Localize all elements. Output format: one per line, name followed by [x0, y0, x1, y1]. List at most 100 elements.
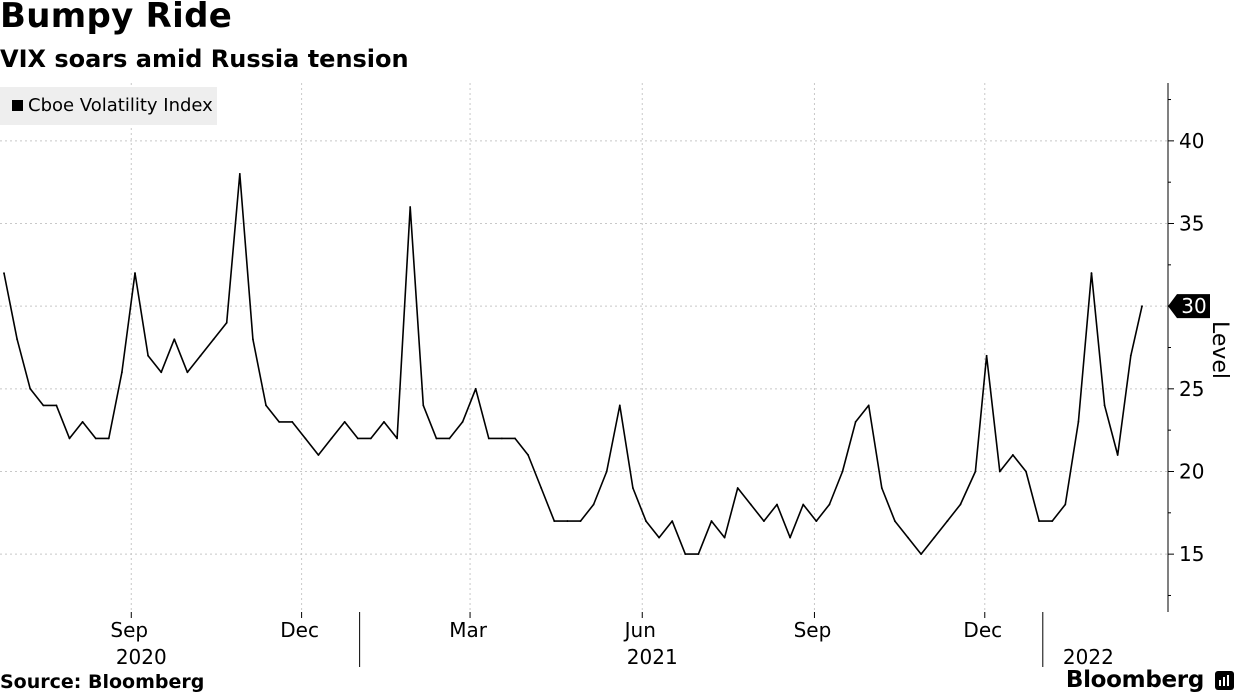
data-point [854, 420, 857, 423]
data-point [317, 454, 320, 456]
data-point [448, 437, 451, 440]
data-point [225, 321, 228, 324]
data-point [500, 437, 503, 440]
brand-wordmark: Bloomberg [1065, 667, 1204, 693]
data-point [749, 503, 752, 506]
data-point [841, 470, 844, 473]
vix-series [3, 173, 1143, 556]
legend: Cboe Volatility Index [0, 87, 217, 125]
data-point [409, 206, 412, 208]
data-point [291, 420, 294, 423]
data-point [29, 387, 32, 390]
grid [0, 83, 1168, 612]
data-point [763, 520, 765, 522]
data-point [383, 420, 385, 423]
data-point [527, 454, 529, 456]
y-axis: 15202530354030 [1167, 83, 1210, 612]
data-point [121, 371, 123, 374]
source-note: Source: Bloomberg [0, 671, 205, 693]
data-point [1011, 454, 1014, 456]
data-point [880, 487, 883, 489]
data-point [828, 503, 831, 506]
data-point [974, 470, 977, 473]
data-point [1103, 404, 1106, 407]
last-value-label: 30 [1181, 294, 1206, 318]
data-point [199, 354, 202, 357]
data-point [134, 272, 136, 275]
data-point [474, 387, 477, 390]
data-point [1129, 354, 1132, 357]
data-point [42, 404, 45, 407]
data-point [540, 487, 543, 489]
data-point [3, 272, 5, 275]
legend-swatch [12, 100, 23, 111]
data-point [369, 437, 372, 440]
data-point [815, 520, 818, 522]
data-point [514, 437, 516, 440]
data-point [212, 338, 215, 341]
data-point [933, 536, 936, 539]
data-point [330, 437, 333, 440]
data-point [55, 404, 58, 407]
data-point [658, 536, 660, 539]
data-point [946, 520, 949, 522]
data-point [985, 354, 988, 357]
y-tick-label: 35 [1179, 212, 1204, 236]
data-point [867, 404, 870, 407]
data-point [173, 338, 176, 341]
x-axis: Sep Dec Mar Jun Sep Dec 2020 2021 2022 [110, 612, 1114, 669]
data-point [592, 503, 595, 506]
data-point [81, 420, 84, 423]
x-year-label: 2021 [627, 645, 678, 669]
x-year-label: 2020 [116, 645, 167, 669]
data-point [1141, 305, 1143, 308]
data-point [959, 503, 962, 506]
data-point [343, 420, 346, 423]
y-tick-label: 20 [1179, 459, 1204, 483]
data-point [68, 437, 71, 440]
data-point [1090, 272, 1093, 275]
y-axis-label: Level [1207, 321, 1232, 379]
y-tick-label: 40 [1179, 129, 1204, 153]
data-point [278, 420, 281, 423]
data-point [422, 404, 425, 407]
last-value-marker [1168, 294, 1210, 319]
data-point [461, 420, 464, 423]
chart-subtitle: VIX soars amid Russia tension [0, 45, 409, 73]
data-point [553, 520, 556, 522]
data-point [776, 503, 778, 506]
data-point [579, 520, 582, 522]
series-line [3, 173, 1143, 555]
bloomberg-logo-icon [1215, 671, 1234, 690]
y-tick-label: 15 [1179, 542, 1204, 566]
data-point [920, 553, 923, 556]
data-point [396, 437, 398, 440]
data-point [186, 371, 189, 374]
data-point [304, 437, 307, 440]
data-point [789, 536, 792, 539]
data-point [645, 520, 647, 522]
x-tick-label: Dec [963, 618, 1002, 642]
x-tick-label: Sep [110, 618, 148, 642]
data-point [238, 173, 241, 175]
x-tick-label: Mar [449, 618, 488, 642]
data-point [631, 487, 634, 489]
data-point [736, 487, 739, 489]
data-point [1064, 503, 1067, 506]
data-point [998, 470, 1001, 473]
data-point [684, 553, 687, 556]
data-point [147, 354, 150, 357]
data-point [1038, 520, 1040, 522]
data-point [618, 404, 621, 407]
data-point [1077, 420, 1080, 423]
data-point [1116, 454, 1119, 456]
data-point [487, 437, 490, 440]
data-point [435, 437, 438, 440]
legend-label: Cboe Volatility Index [28, 95, 213, 116]
data-point [907, 536, 909, 539]
data-point [16, 338, 19, 341]
data-point [1025, 470, 1027, 473]
data-point [566, 520, 569, 522]
x-year-label: 2022 [1063, 645, 1114, 669]
data-point [605, 470, 608, 473]
